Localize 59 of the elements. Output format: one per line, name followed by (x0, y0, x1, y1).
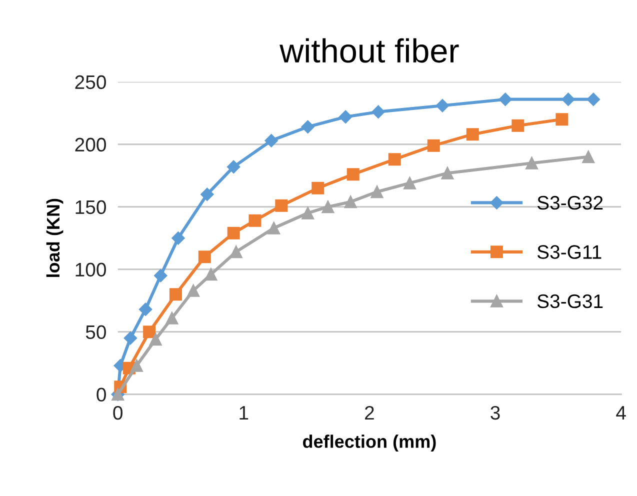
point (154, 268, 168, 282)
legend-label: S3-G11 (537, 245, 602, 259)
point (198, 250, 211, 264)
point (227, 160, 240, 174)
point (169, 288, 182, 301)
x-tick-label: 0 (113, 406, 122, 420)
point (275, 199, 288, 212)
point (187, 284, 200, 297)
point (204, 268, 218, 281)
point (346, 168, 360, 181)
point (149, 333, 162, 346)
point (143, 326, 156, 338)
point (436, 99, 450, 112)
y-axis-title: load (KN) (46, 198, 64, 277)
point (322, 200, 334, 214)
point (372, 105, 385, 118)
point (302, 206, 314, 220)
point (403, 176, 416, 190)
point (582, 150, 595, 164)
point (441, 166, 454, 180)
point (556, 113, 568, 126)
y-tick-label: 0 (96, 388, 106, 402)
point (344, 196, 357, 208)
legend-label: S3-G32 (537, 196, 603, 210)
y-tick-label: 250 (75, 75, 106, 90)
point (512, 119, 524, 132)
x-axis-title: deflection (mm) (302, 434, 436, 452)
point (427, 139, 440, 152)
point (264, 134, 278, 148)
point (138, 302, 152, 316)
chart-title: without fiber (280, 38, 459, 63)
point (124, 331, 138, 345)
y-tick-label: 150 (76, 200, 106, 214)
point (526, 156, 538, 170)
point (466, 128, 479, 141)
x-tick-label: 4 (616, 406, 626, 420)
y-tick-label: 100 (76, 262, 106, 277)
point (338, 110, 352, 124)
point (130, 359, 143, 372)
point (227, 226, 240, 240)
y-tick-label: 200 (75, 138, 106, 152)
legend-label: S3-G31 (537, 294, 603, 308)
point (562, 92, 575, 106)
point (498, 92, 512, 106)
point (230, 246, 242, 258)
point (312, 182, 324, 194)
x-tick-label: 3 (490, 406, 500, 420)
point (301, 120, 314, 134)
x-tick-label: 1 (240, 406, 248, 420)
point (166, 312, 178, 324)
point (268, 222, 280, 234)
point (586, 92, 600, 106)
point (388, 153, 401, 166)
point (172, 231, 185, 245)
y-tick-label: 50 (86, 325, 106, 340)
point (248, 214, 262, 227)
x-tick-label: 2 (365, 406, 374, 420)
point (370, 186, 384, 198)
point (200, 188, 214, 201)
